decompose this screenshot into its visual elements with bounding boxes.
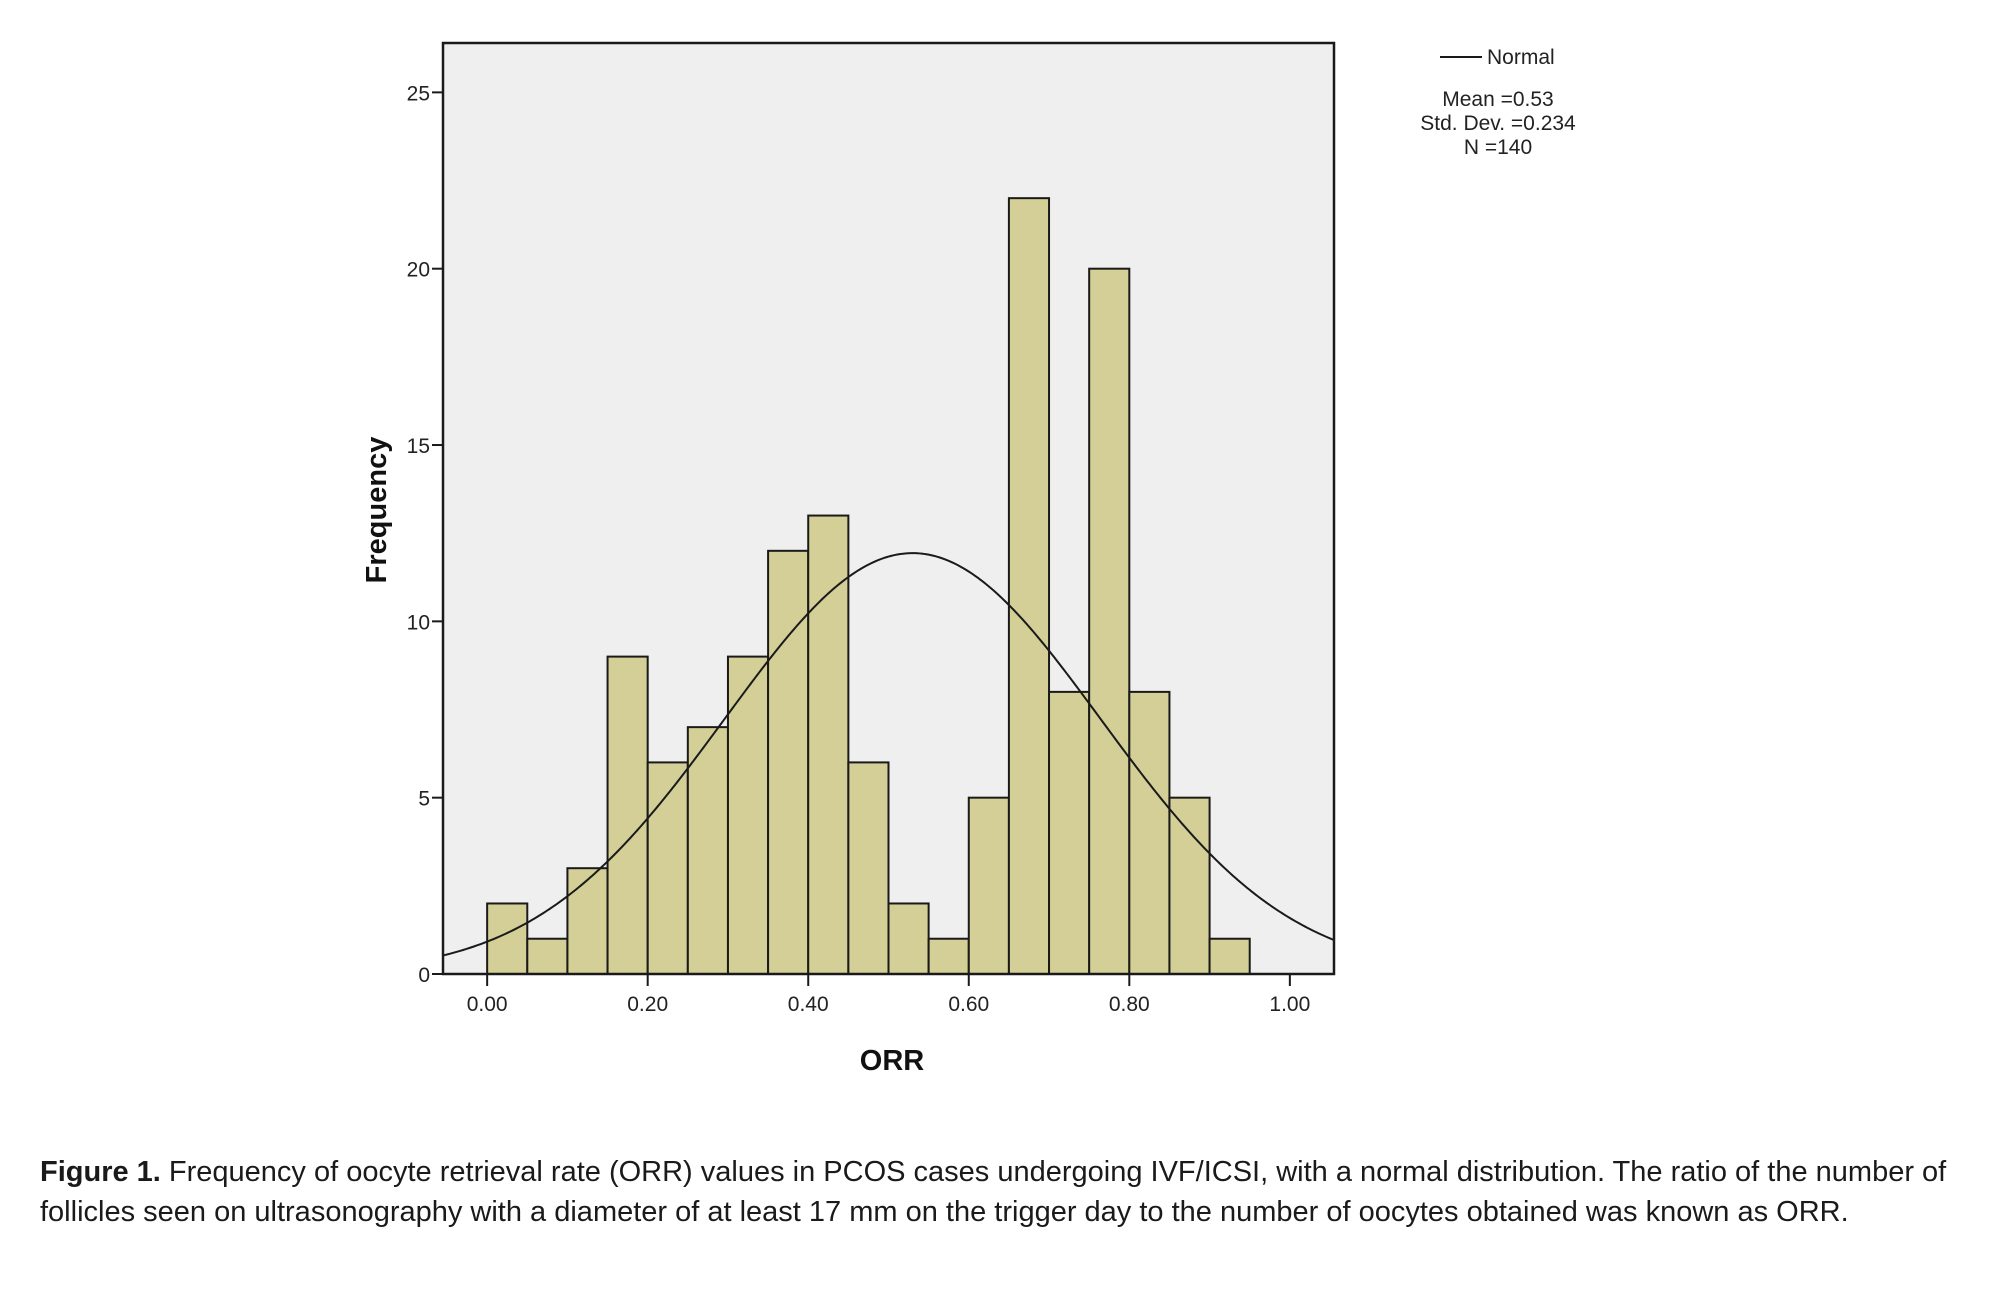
histogram-bar xyxy=(847,761,890,976)
x-tick-label: 0.40 xyxy=(788,993,829,1016)
legend-stat-n: N =140 xyxy=(1464,136,1532,159)
y-tick-label: 15 xyxy=(407,435,430,458)
y-tick-label: 0 xyxy=(418,964,430,987)
caption-label: Figure 1. xyxy=(40,1156,161,1188)
y-tick-label: 5 xyxy=(418,788,430,811)
caption-text: Frequency of oocyte retrieval rate (ORR)… xyxy=(40,1156,1947,1228)
histogram-bar xyxy=(807,514,850,975)
y-tick-label: 20 xyxy=(407,259,430,282)
legend-label-normal: Normal xyxy=(1487,46,1555,69)
y-axis: 0 5 10 15 20 25 xyxy=(407,82,443,987)
histogram-bar xyxy=(887,902,930,976)
histogram-bar xyxy=(1088,267,1131,975)
histogram-bar xyxy=(1168,796,1211,976)
histogram-bar xyxy=(566,867,609,975)
x-axis: 0.00 0.20 0.40 0.60 0.80 1.00 xyxy=(467,974,1310,1016)
histogram-bar xyxy=(927,937,970,976)
histogram-bar xyxy=(726,655,770,975)
x-axis-title: ORR xyxy=(860,1045,925,1077)
x-tick-label: 0.00 xyxy=(467,993,508,1016)
legend-stat-mean: Mean =0.53 xyxy=(1442,88,1554,111)
x-tick-label: 0.20 xyxy=(627,993,668,1016)
legend: Normal Mean =0.53 Std. Dev. =0.234 N =14… xyxy=(1420,46,1576,159)
x-tick-label: 1.00 xyxy=(1269,993,1310,1016)
histogram-bar xyxy=(967,796,1010,976)
y-axis-title: Frequency xyxy=(361,437,393,584)
legend-stat-std: Std. Dev. =0.234 xyxy=(1420,112,1576,135)
x-tick-label: 0.60 xyxy=(948,993,989,1016)
plot-frame xyxy=(441,41,1336,976)
bars-group xyxy=(486,197,1251,976)
histogram-bar xyxy=(1128,690,1171,975)
histogram-bar xyxy=(1007,197,1051,975)
y-tick-label: 10 xyxy=(407,611,430,634)
histogram-chart: 0 5 10 15 20 25 0.00 0.20 0.40 0.60 0.80 1.00 Freq… xyxy=(361,41,1576,1077)
x-tick-label: 0.80 xyxy=(1109,993,1150,1016)
figure-caption: Figure 1. Frequency of oocyte retrieval … xyxy=(40,1152,1960,1232)
histogram-bar xyxy=(686,726,729,975)
histogram-bar xyxy=(767,549,810,975)
y-tick-label: 25 xyxy=(407,82,430,105)
normal-curve xyxy=(442,552,1335,957)
histogram-bar xyxy=(1208,937,1251,976)
histogram-bar xyxy=(526,937,569,976)
histogram-bar xyxy=(606,655,649,975)
histogram-bar xyxy=(1048,690,1091,975)
